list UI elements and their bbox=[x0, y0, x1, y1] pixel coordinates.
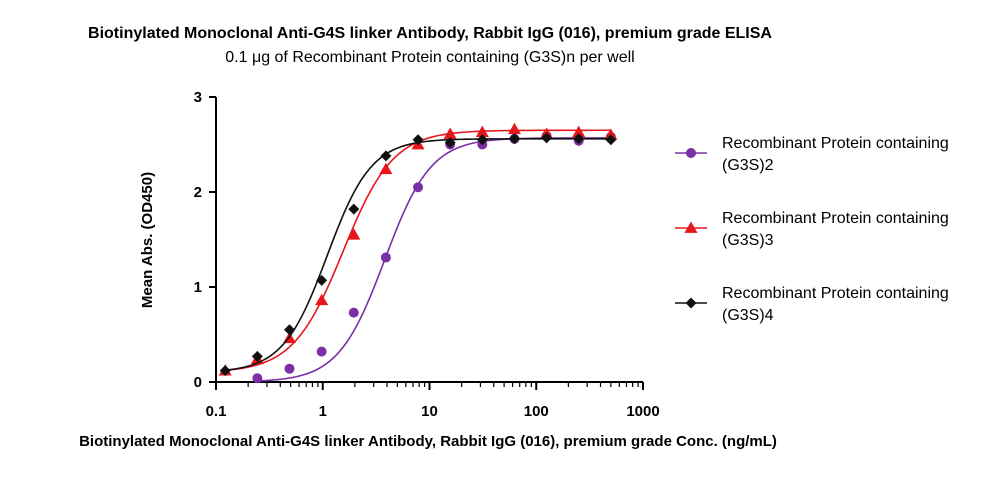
legend-entry-2: Recombinant Protein containing (G3S)3 bbox=[675, 210, 949, 249]
axes: 0 1 2 3 0.1 1 10 100 1000 bbox=[194, 89, 660, 420]
data-point bbox=[572, 125, 586, 138]
data-point bbox=[573, 133, 585, 145]
data-point bbox=[379, 162, 393, 175]
data-point bbox=[348, 203, 360, 215]
fit-curve bbox=[225, 129, 611, 372]
legend-label: (G3S)4 bbox=[722, 307, 774, 324]
legend-label: Recombinant Protein containing bbox=[722, 210, 949, 227]
y-axis-title: Mean Abs. (OD450) bbox=[139, 172, 156, 308]
legend-label: Recombinant Protein containing bbox=[722, 285, 949, 302]
data-point bbox=[284, 363, 295, 374]
y-tick-label: 0 bbox=[194, 374, 202, 391]
data-point bbox=[347, 228, 361, 240]
y-tick-label: 3 bbox=[194, 89, 202, 106]
legend: Recombinant Protein containing(G3S)2Reco… bbox=[675, 135, 949, 324]
legend-entry-3: Recombinant Protein containing (G3S)4 bbox=[675, 285, 949, 324]
series-3 bbox=[219, 132, 617, 377]
chart-subtitle: 0.1 μg of Recombinant Protein containing… bbox=[225, 49, 634, 66]
data-point bbox=[605, 134, 617, 146]
data-point bbox=[315, 293, 329, 306]
fit-curve bbox=[257, 137, 611, 382]
data-point bbox=[252, 373, 263, 384]
y-tick-label: 2 bbox=[194, 184, 202, 201]
y-tick-label: 1 bbox=[194, 279, 202, 296]
data-point bbox=[604, 128, 618, 140]
data-point bbox=[413, 182, 424, 193]
y-ticks: 0 1 2 3 bbox=[194, 89, 216, 391]
data-point bbox=[443, 127, 457, 139]
legend-label: (G3S)3 bbox=[722, 232, 774, 249]
legend-entry-1: Recombinant Protein containing (G3S)2 bbox=[675, 135, 949, 174]
data-point bbox=[348, 307, 359, 318]
data-point bbox=[380, 252, 391, 263]
legend-label: (G3S)2 bbox=[722, 157, 774, 174]
chart-title: Biotinylated Monoclonal Anti-G4S linker … bbox=[88, 25, 772, 42]
data-point bbox=[251, 350, 263, 362]
data-point bbox=[316, 274, 328, 286]
x-tick-label: 1 bbox=[319, 403, 327, 420]
data-point bbox=[541, 132, 553, 144]
fit-curve bbox=[225, 138, 611, 372]
plot-area bbox=[218, 122, 618, 384]
data-point bbox=[412, 134, 424, 146]
data-point bbox=[507, 122, 521, 135]
data-point bbox=[475, 125, 489, 138]
data-point bbox=[316, 346, 327, 357]
x-ticks: 0.1 1 10 100 1000 bbox=[206, 382, 660, 420]
legend-marker bbox=[686, 148, 696, 158]
data-point bbox=[508, 133, 520, 145]
series-1 bbox=[252, 130, 616, 384]
legend-label: Recombinant Protein containing bbox=[722, 135, 949, 152]
x-tick-label: 10 bbox=[421, 403, 438, 420]
data-point bbox=[283, 324, 295, 336]
legend-marker bbox=[684, 221, 698, 233]
data-point bbox=[476, 134, 488, 146]
data-point bbox=[444, 137, 456, 149]
series-2 bbox=[218, 122, 618, 376]
x-tick-label: 1000 bbox=[626, 403, 659, 420]
x-axis-title: Biotinylated Monoclonal Anti-G4S linker … bbox=[79, 433, 777, 450]
data-point bbox=[380, 150, 392, 162]
x-tick-label: 0.1 bbox=[206, 403, 227, 420]
legend-marker bbox=[685, 297, 697, 309]
x-tick-label: 100 bbox=[524, 403, 549, 420]
data-point bbox=[219, 365, 231, 377]
